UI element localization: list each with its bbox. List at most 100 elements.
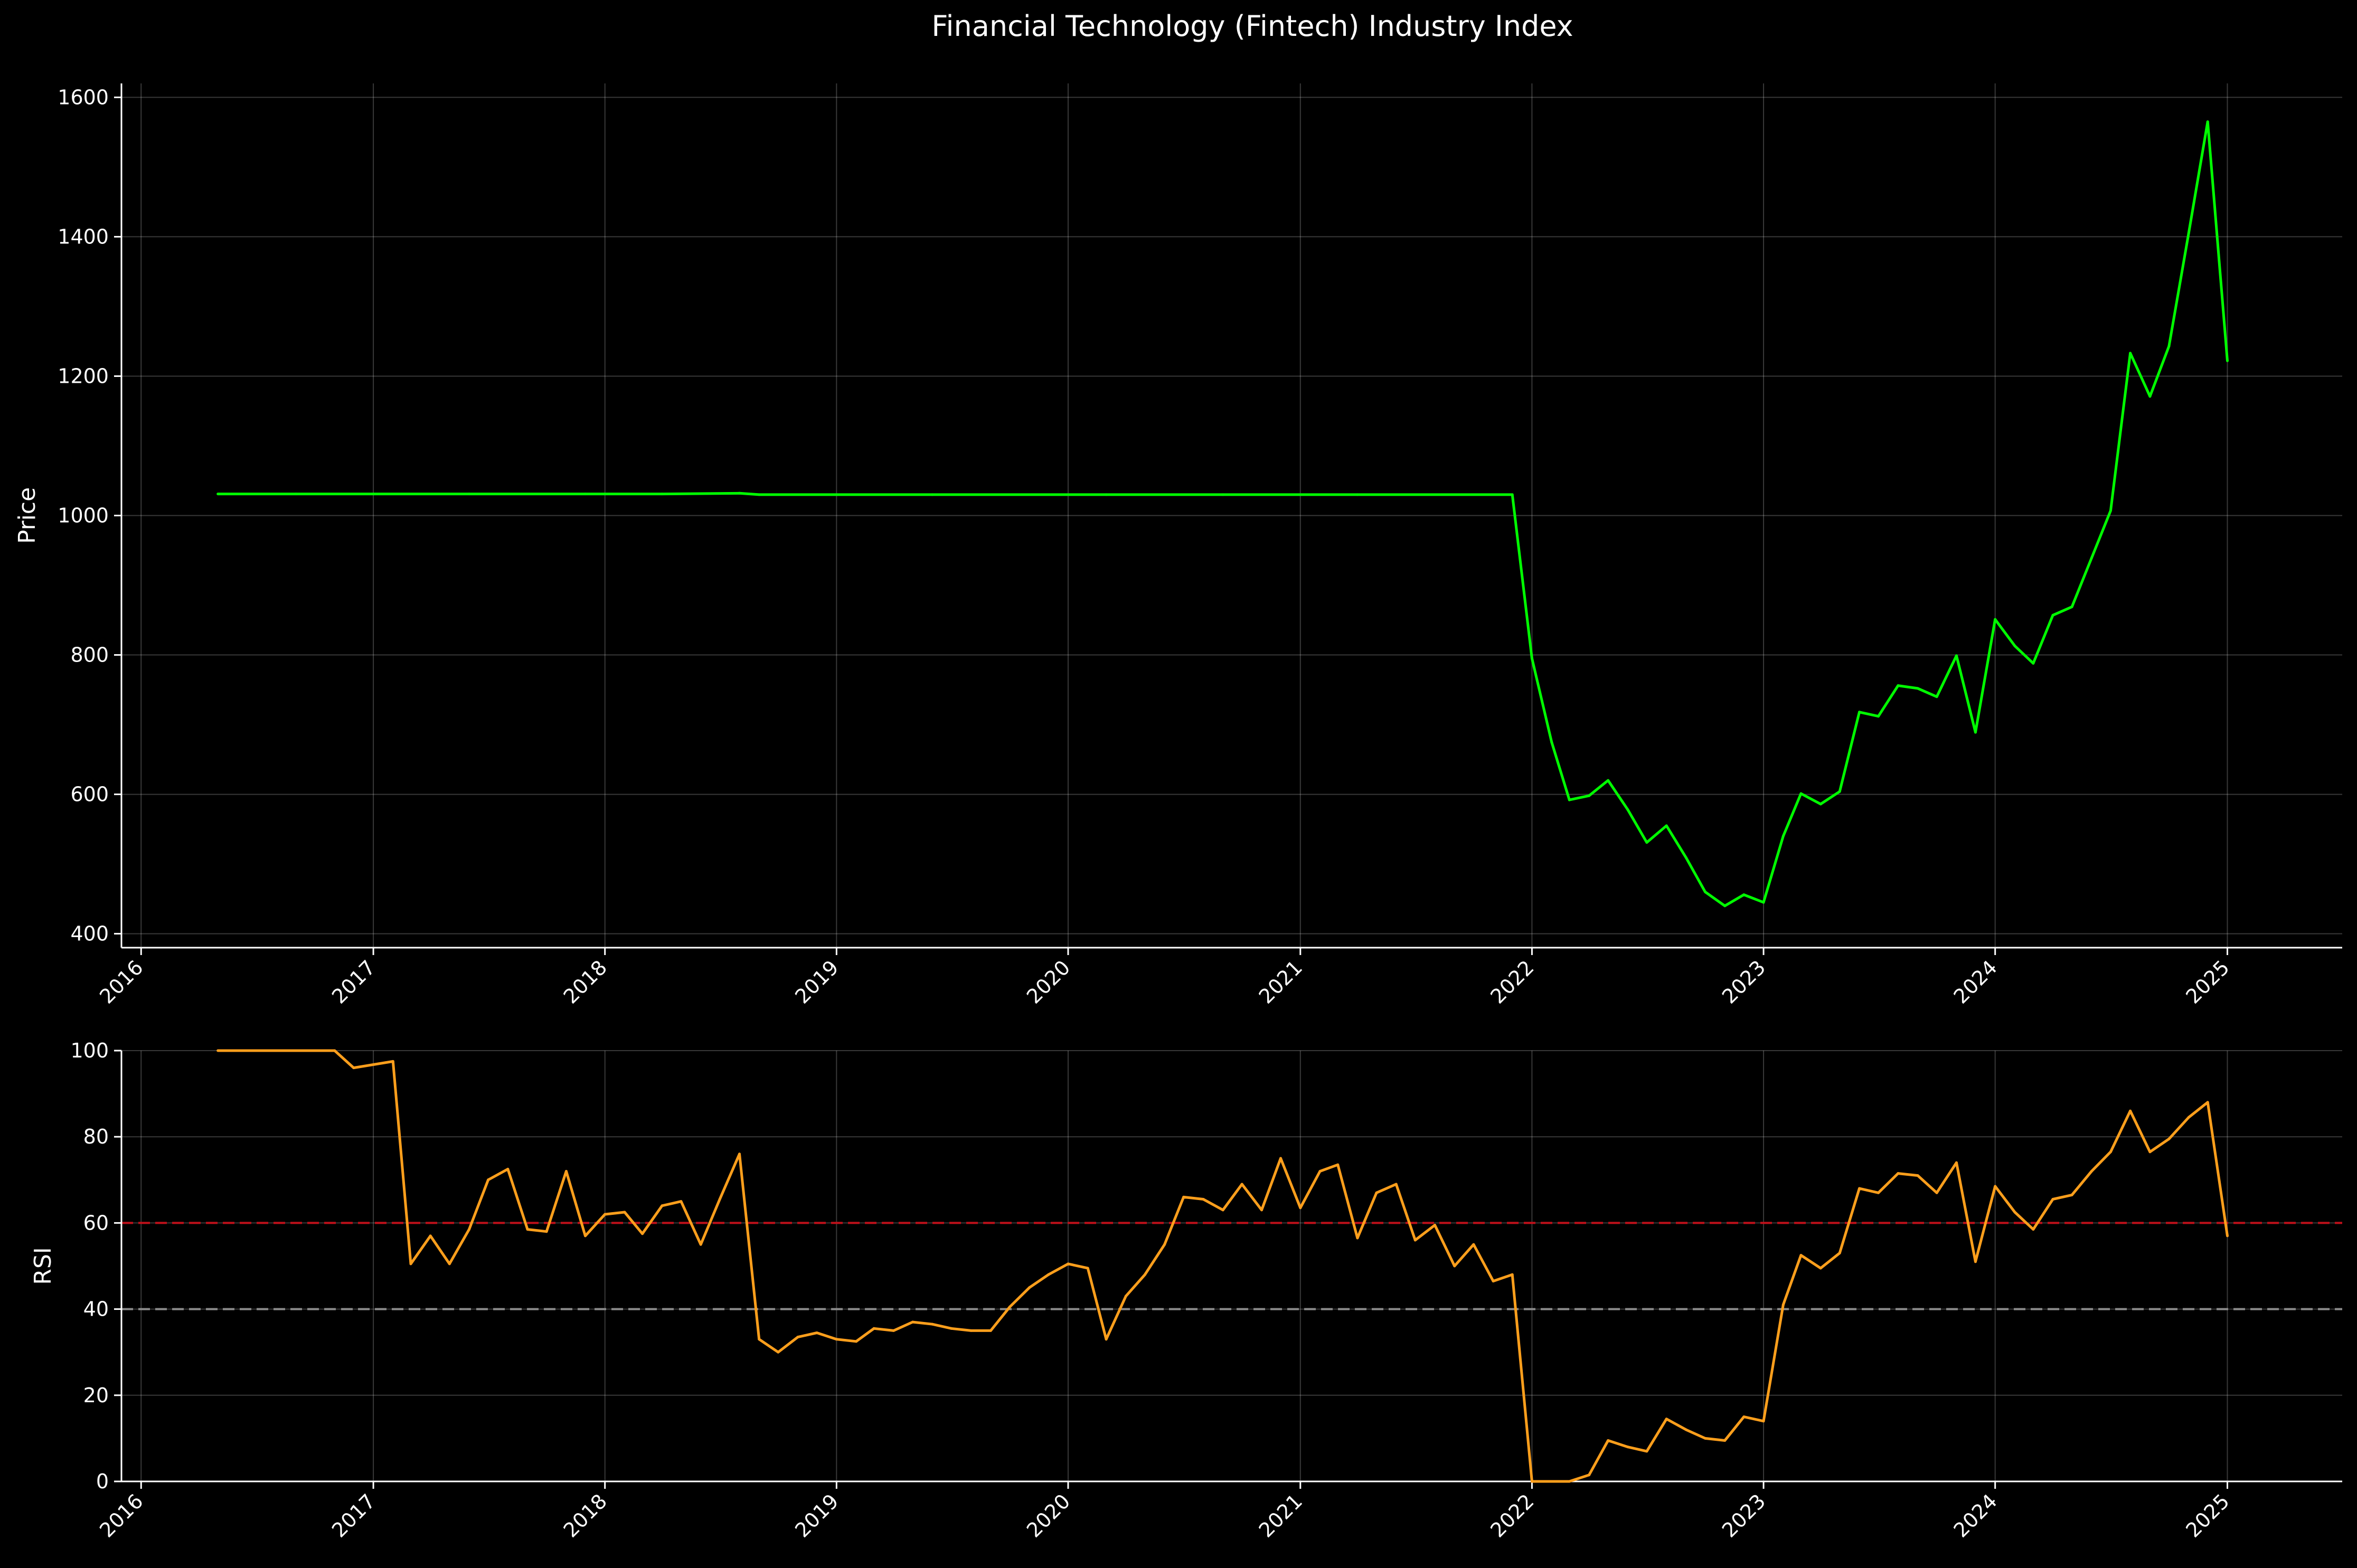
price-data-point: [1877, 715, 1880, 718]
rsi-data-point: [2013, 1211, 2016, 1214]
price-data-point: [1665, 824, 1668, 827]
price-data-point: [372, 493, 375, 496]
rsi-data-point: [1086, 1267, 1089, 1270]
price-data-point: [1105, 493, 1108, 496]
rsi-data-point: [1143, 1273, 1146, 1276]
rsi-data-point: [1568, 1480, 1571, 1483]
rsi-data-point: [526, 1228, 529, 1231]
rsi-data-point: [468, 1228, 470, 1231]
price-data-point: [2226, 359, 2229, 362]
rsi-y-axis-label: RSI: [30, 1247, 56, 1284]
price-data-point: [1626, 808, 1629, 811]
rsi-data-point: [777, 1350, 780, 1354]
price-data-point: [2051, 613, 2054, 617]
price-data-point: [1858, 711, 1861, 714]
rsi-data-point: [1413, 1239, 1417, 1242]
rsi-data-point: [989, 1329, 992, 1332]
price-data-point: [2070, 605, 2073, 608]
rsi-data-point: [333, 1049, 336, 1052]
rsi-data-point: [1530, 1480, 1533, 1483]
rsi-data-point: [1318, 1170, 1322, 1173]
rsi-data-point: [2051, 1198, 2054, 1201]
rsi-data-point: [2206, 1101, 2209, 1104]
rsi-data-point: [1453, 1264, 1456, 1268]
rsi-data-point: [1935, 1191, 1938, 1194]
price-y-tick-label: 1600: [58, 86, 109, 109]
price-data-point: [1221, 493, 1224, 496]
rsi-data-point: [1974, 1260, 1977, 1263]
rsi-data-point: [604, 1213, 607, 1216]
price-data-point: [1974, 731, 1977, 734]
price-y-axis-label: Price: [14, 487, 41, 544]
rsi-data-point: [2109, 1150, 2112, 1154]
price-data-point: [1704, 890, 1707, 893]
price-data-point: [468, 493, 470, 496]
price-data-point: [2187, 232, 2190, 235]
price-series-line: [218, 120, 2229, 908]
rsi-data-point: [2070, 1193, 2073, 1196]
rsi-data-point: [1047, 1273, 1050, 1276]
price-data-point: [1838, 790, 1841, 793]
rsi-data-point: [448, 1262, 451, 1265]
price-data-point: [1645, 841, 1648, 844]
rsi-data-point: [1626, 1446, 1629, 1449]
rsi-data-point: [1994, 1185, 1997, 1188]
rsi-data-point: [1645, 1450, 1648, 1453]
rsi-data-point: [641, 1232, 644, 1235]
rsi-y-tick-label: 0: [96, 1470, 109, 1493]
rsi-data-point: [1279, 1157, 1282, 1160]
price-data-point: [1511, 493, 1514, 496]
price-data-point: [1897, 684, 1900, 687]
rsi-data-point: [1028, 1286, 1031, 1289]
rsi-data-point: [2167, 1137, 2171, 1140]
rsi-data-point: [1897, 1172, 1900, 1175]
price-data-point: [1550, 741, 1553, 744]
price-data-point: [2129, 352, 2132, 355]
rsi-data-point: [1916, 1174, 1919, 1177]
price-y-tick-label: 1000: [58, 504, 109, 527]
rsi-data-point: [1819, 1267, 1822, 1270]
rsi-data-point: [2148, 1150, 2152, 1154]
rsi-data-point: [1607, 1439, 1610, 1442]
rsi-data-point: [352, 1066, 355, 1070]
price-y-tick-label: 800: [70, 644, 109, 667]
price-y-tick-label: 1400: [58, 225, 109, 248]
rsi-data-point: [855, 1340, 858, 1343]
rsi-data-point: [1550, 1480, 1553, 1483]
rsi-data-point: [2187, 1116, 2190, 1119]
chart-title: Financial Technology (Fintech) Industry …: [931, 10, 1573, 43]
rsi-data-point: [1781, 1303, 1785, 1306]
rsi-data-point: [911, 1320, 914, 1324]
price-data-point: [1588, 794, 1591, 797]
rsi-data-point: [1799, 1254, 1803, 1257]
rsi-data-point: [1955, 1161, 1958, 1164]
rsi-data-point: [969, 1329, 973, 1332]
rsi-data-point: [1838, 1252, 1841, 1254]
rsi-y-tick-label: 60: [83, 1211, 109, 1234]
price-data-point: [1568, 798, 1571, 801]
price-data-point: [2013, 644, 2016, 647]
price-data-point: [1935, 695, 1938, 698]
rsi-data-point: [1684, 1428, 1687, 1431]
rsi-y-tick-label: 20: [83, 1384, 109, 1407]
rsi-data-point: [699, 1243, 702, 1246]
rsi-data-point: [931, 1323, 934, 1326]
price-data-point: [2032, 662, 2035, 665]
price-data-point: [661, 493, 664, 496]
rsi-data-point: [1375, 1191, 1378, 1194]
rsi-data-point: [506, 1167, 510, 1170]
price-data-point: [1684, 856, 1687, 859]
rsi-data-point: [1665, 1418, 1668, 1421]
price-data-point: [1781, 835, 1785, 838]
rsi-data-point: [1240, 1183, 1243, 1186]
rsi-data-point: [1434, 1224, 1436, 1226]
rsi-data-point: [718, 1198, 721, 1201]
rsi-data-point: [216, 1049, 220, 1052]
rsi-data-point: [1492, 1280, 1495, 1283]
rsi-data-point: [1858, 1187, 1861, 1190]
price-data-point: [1955, 654, 1958, 657]
price-data-point: [1356, 493, 1359, 496]
rsi-data-point: [487, 1178, 490, 1182]
